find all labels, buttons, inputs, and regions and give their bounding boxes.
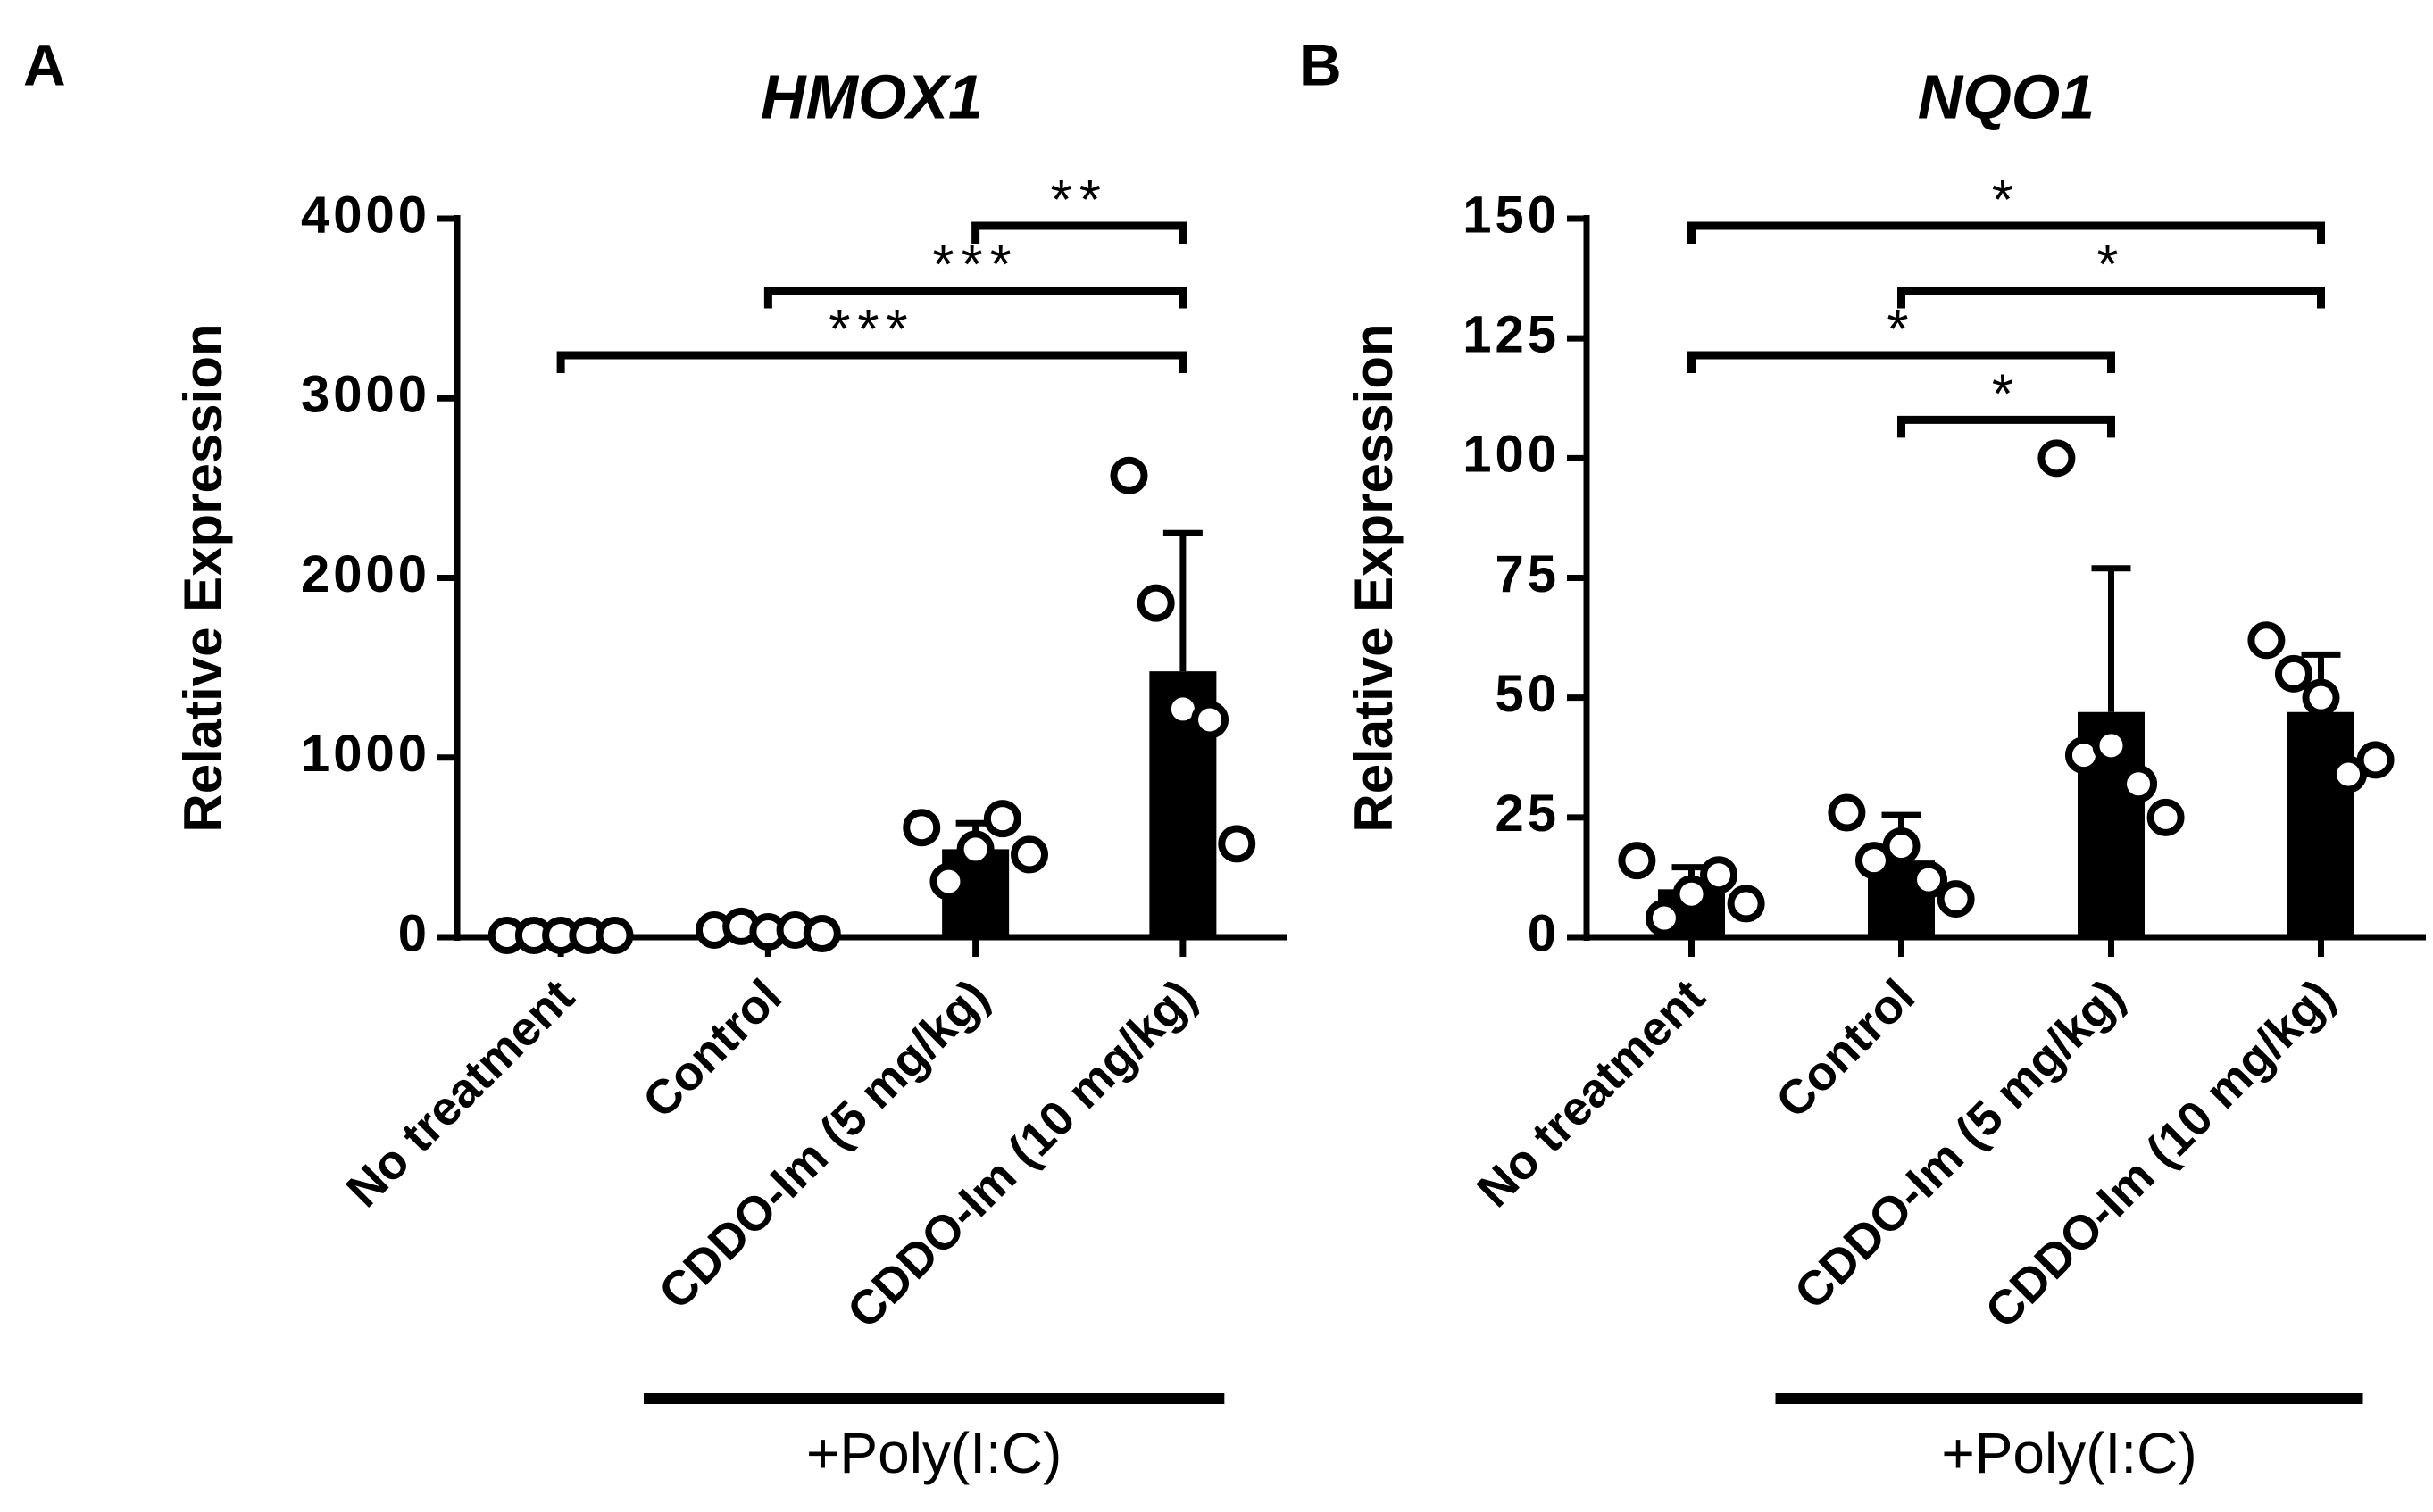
data-point (2356, 741, 2395, 779)
data-point (2092, 727, 2130, 765)
data-point (1218, 825, 1256, 863)
data-point (1110, 456, 1148, 494)
significance-label: *** (829, 299, 914, 361)
panel: B NQO1 Relative Expression 0 25 50 75 100 125 150… (1299, 31, 2426, 1485)
x-tick-label: Control (633, 969, 792, 1128)
significance-bracket (1897, 415, 2115, 438)
significance-bracket (1897, 287, 2325, 309)
data-point (803, 914, 841, 952)
significance-label: * (2096, 235, 2125, 296)
significance-label: * (1887, 299, 1915, 361)
y-axis-label: Relative Expression (173, 323, 233, 832)
data-point (2120, 765, 2158, 803)
y-tick-label: 75 (1495, 545, 1560, 603)
significance-bracket (556, 351, 1187, 373)
data-point (1618, 842, 1656, 880)
chart-title: NQO1 (1918, 62, 2095, 131)
panel: A HMOX1 Relative Expression 0 1000 2000 3000 40… (23, 31, 1287, 1485)
x-tick-label: CDDO-Im (10 mg/kg) (837, 969, 1207, 1339)
data-point (2274, 654, 2312, 693)
y-tick-label: 2000 (301, 545, 430, 603)
data-point (929, 862, 968, 901)
significance-bracket (763, 287, 1187, 309)
y-tick-label: 4000 (301, 186, 430, 244)
significance-bracket (1687, 221, 2325, 245)
data-point (1137, 584, 1175, 622)
data-point (1882, 827, 1921, 866)
x-tick-label: Control (1766, 969, 1925, 1128)
chart-title: HMOX1 (761, 62, 983, 131)
x-tick-label: No treatment (1467, 969, 1715, 1217)
y-axis-label: Relative Expression (1344, 323, 1404, 832)
y-tick-label: 1000 (301, 725, 430, 783)
data-point (2329, 755, 2368, 793)
x-tick-label: CDDO-Im (10 mg/kg) (1975, 969, 2345, 1339)
data-point (1727, 885, 1765, 923)
group-label: +Poly(I:C) (1941, 1421, 2196, 1485)
y-tick-label: 150 (1462, 186, 1560, 244)
data-point (1910, 860, 1948, 899)
data-point (903, 809, 941, 847)
significance-label: *** (932, 235, 1018, 296)
data-point (2302, 678, 2340, 717)
bar (2287, 711, 2354, 937)
panel-letter: B (1299, 31, 1342, 97)
data-point (1854, 842, 1893, 880)
y-tick-label: 0 (1528, 904, 1560, 962)
data-point (1828, 793, 1866, 832)
x-tick-label: No treatment (337, 969, 585, 1217)
y-tick-label: 0 (398, 904, 430, 962)
data-point (956, 830, 995, 868)
y-tick-label: 125 (1462, 305, 1560, 363)
data-point (1645, 899, 1683, 937)
y-tick-label: 100 (1462, 426, 1560, 484)
data-point (1700, 856, 1738, 894)
data-point (2037, 439, 2076, 478)
data-point (1672, 875, 1711, 913)
data-point (983, 800, 1021, 838)
data-point (1937, 880, 1975, 918)
data-point (1011, 835, 1049, 874)
data-point (1191, 701, 1229, 739)
significance-label: ** (1051, 170, 1108, 231)
y-tick-label: 25 (1495, 785, 1560, 843)
data-point (2247, 621, 2286, 660)
group-label: +Poly(I:C) (806, 1421, 1062, 1485)
significance-bracket (971, 221, 1187, 245)
panel-letter: A (23, 31, 66, 97)
data-point (2146, 798, 2185, 836)
significance-label: * (1992, 170, 2021, 231)
y-tick-label: 3000 (301, 366, 430, 424)
significance-bracket (1687, 351, 2115, 373)
data-point (596, 916, 634, 954)
y-tick-label: 50 (1495, 665, 1560, 723)
significance-label: * (1992, 363, 2021, 425)
